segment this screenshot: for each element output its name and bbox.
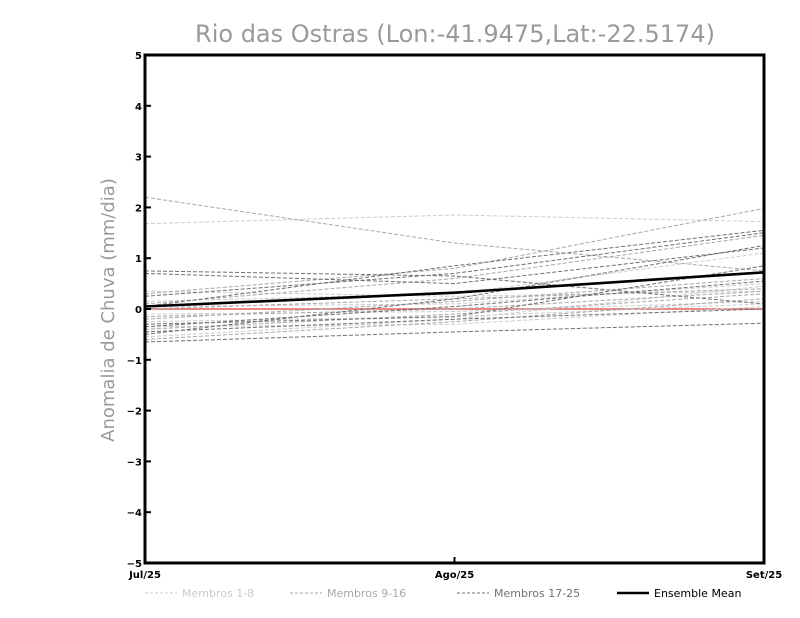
member-line [144,196,765,272]
member-line [144,232,765,297]
member-line [144,322,765,343]
y-tick-label: −2 [127,407,142,418]
y-tick-label: 4 [135,102,142,113]
x-tick-label: Ago/25 [435,570,474,581]
y-tick-label: 3 [135,153,142,164]
member-line [144,229,765,307]
member-line [144,288,765,310]
y-tick-label: −4 [127,508,142,519]
y-tick-label: 5 [135,51,142,62]
legend-label: Ensemble Mean [654,587,741,600]
member-line [144,290,765,318]
y-tick-label: −5 [127,559,142,570]
member-line [144,308,765,333]
axes: −5 −4 −3 −2 −1 0 1 2 3 4 5 Jul/25 Ago/25 Set/25 [127,51,783,581]
legend-label: Membros 17-25 [494,587,580,600]
member-line [144,207,765,295]
y-tick-label: 1 [135,254,142,265]
y-tick-label: 2 [135,203,142,214]
y-tick-label: 0 [135,305,142,316]
y-tick-label: −3 [127,457,142,468]
member-line [144,293,765,330]
legend: Membros 1-8 Membros 9-16 Membros 17-25 Ense… [145,587,741,600]
ensemble-mean-line [144,271,765,308]
legend-label: Membros 9-16 [327,587,406,600]
member-line [144,247,765,285]
member-line [144,280,765,328]
x-tick-label: Jul/25 [128,570,161,581]
member-line [144,270,765,305]
plot-lines [144,196,765,343]
member-line [144,278,765,320]
member-line [144,245,765,335]
chart-title: Rio das Ostras (Lon:-41.9475,Lat:-22.517… [195,20,715,48]
member-line [144,214,765,225]
legend-label: Membros 1-8 [182,587,254,600]
y-axis-label: Anomalia de Chuva (mm/dia) [98,178,119,442]
member-line [144,265,765,325]
member-line [144,298,765,340]
x-tick-label: Set/25 [746,570,782,581]
member-line [144,234,765,305]
y-tick-label: −1 [127,356,142,367]
